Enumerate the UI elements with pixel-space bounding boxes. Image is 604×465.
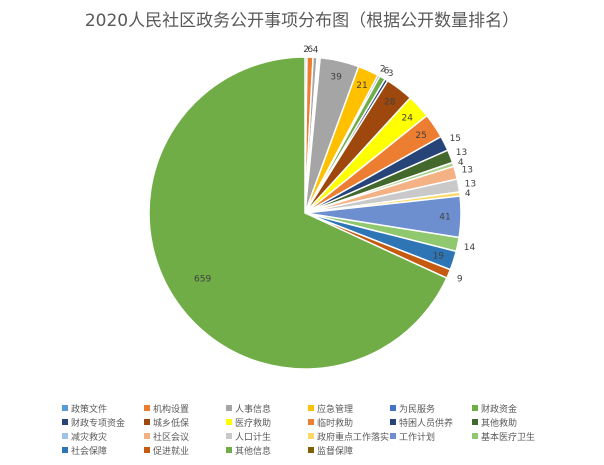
data-label: 4	[313, 45, 319, 55]
legend-swatch	[226, 433, 232, 439]
legend-entry: 社会保障	[62, 446, 107, 458]
legend-entry: 财政专项资金	[62, 418, 125, 430]
data-label: 25	[415, 131, 426, 141]
chart-title: 2020人民社区政务公开事项分布图（根据公开数量排名）	[84, 11, 520, 31]
data-label: 4	[458, 158, 464, 168]
legend-label: 促进就业	[153, 447, 190, 457]
data-label: 19	[433, 252, 445, 262]
legend-entry: 社区会议	[144, 432, 189, 444]
legend-entry: 基本医疗卫生	[472, 432, 535, 444]
legend-label: 财政专项资金	[71, 419, 126, 429]
legend-entry: 人口计生	[226, 432, 271, 444]
legend-label: 监督保障	[317, 447, 354, 457]
data-label: 9	[457, 275, 463, 285]
legend-swatch	[62, 419, 68, 425]
legend-swatch	[62, 405, 68, 411]
legend-label: 应急管理	[317, 405, 354, 415]
data-label: 24	[401, 113, 413, 123]
legend-entry: 临时救助	[308, 418, 353, 430]
legend-swatch	[390, 419, 396, 425]
data-label: 14	[464, 243, 476, 253]
data-label: 28	[384, 98, 396, 108]
legend-label: 其他信息	[235, 447, 272, 457]
legend-entry: 特困人员供养	[390, 418, 453, 430]
legend-label: 社区会议	[153, 433, 190, 443]
legend-label: 基本医疗卫生	[481, 433, 536, 443]
legend-swatch	[226, 419, 232, 425]
legend-label: 为民服务	[399, 405, 436, 415]
legend-entry: 应急管理	[308, 404, 353, 416]
data-label: 659	[194, 275, 211, 285]
legend-entry: 监督保障	[308, 446, 353, 458]
legend-label: 政策文件	[71, 405, 108, 415]
data-label: 6	[307, 45, 313, 55]
legend-swatch	[472, 419, 478, 425]
data-label: 13	[465, 179, 476, 189]
data-label: 2	[380, 65, 386, 75]
legend-label: 人口计生	[235, 433, 272, 443]
data-label: 13	[456, 148, 467, 158]
legend-entry: 城乡低保	[144, 418, 189, 430]
legend-entry: 人事信息	[226, 404, 271, 416]
legend-swatch	[472, 405, 478, 411]
legend-label: 城乡低保	[153, 419, 190, 429]
data-label: 41	[439, 212, 450, 222]
legend-swatch	[308, 447, 314, 453]
data-label: 3	[388, 69, 394, 79]
legend-label: 政府重点工作落实	[317, 433, 390, 443]
legend-entry: 其他信息	[226, 446, 271, 458]
legend-entry: 医疗救助	[226, 418, 271, 430]
legend-entry: 工作计划	[390, 432, 435, 444]
legend-swatch	[390, 405, 396, 411]
legend-swatch	[390, 433, 396, 439]
pie-slice	[148, 56, 448, 370]
data-label: 13	[462, 166, 473, 176]
legend-entry: 财政资金	[472, 404, 517, 416]
legend-entry: 政府重点工作落实	[308, 432, 389, 444]
legend-label: 其他救助	[481, 419, 518, 429]
data-label: 39	[330, 73, 342, 83]
legend-swatch	[226, 447, 232, 453]
legend-entry: 机构设置	[144, 404, 189, 416]
legend-swatch	[62, 433, 68, 439]
data-label: 15	[450, 134, 461, 144]
legend-entry: 为民服务	[390, 404, 435, 416]
legend-label: 工作计划	[399, 433, 436, 443]
legend-swatch	[62, 447, 68, 453]
legend-swatch	[308, 433, 314, 439]
legend-label: 人事信息	[235, 405, 272, 415]
legend-swatch	[144, 405, 150, 411]
data-label: 2	[303, 45, 309, 55]
legend-swatch	[144, 433, 150, 439]
legend-entry: 减灾救灾	[62, 432, 107, 444]
legend-label: 临时救助	[317, 419, 354, 429]
legend-entry: 政策文件	[62, 404, 107, 416]
data-label: 4	[465, 189, 471, 199]
legend-swatch	[144, 447, 150, 453]
legend-swatch	[308, 405, 314, 411]
data-label: 6	[384, 67, 390, 77]
legend-label: 机构设置	[153, 405, 190, 415]
legend-label: 特困人员供养	[399, 419, 454, 429]
legend-label: 医疗救助	[235, 419, 272, 429]
legend-entry: 促进就业	[144, 446, 189, 458]
legend-swatch	[308, 419, 314, 425]
legend-swatch	[472, 433, 478, 439]
legend-swatch	[226, 405, 232, 411]
data-label: 21	[356, 81, 367, 91]
legend-label: 社会保障	[71, 447, 108, 457]
legend-label: 财政资金	[481, 405, 518, 415]
legend-label: 减灾救灾	[71, 433, 108, 443]
legend-swatch	[144, 419, 150, 425]
legend-entry: 其他救助	[472, 418, 517, 430]
